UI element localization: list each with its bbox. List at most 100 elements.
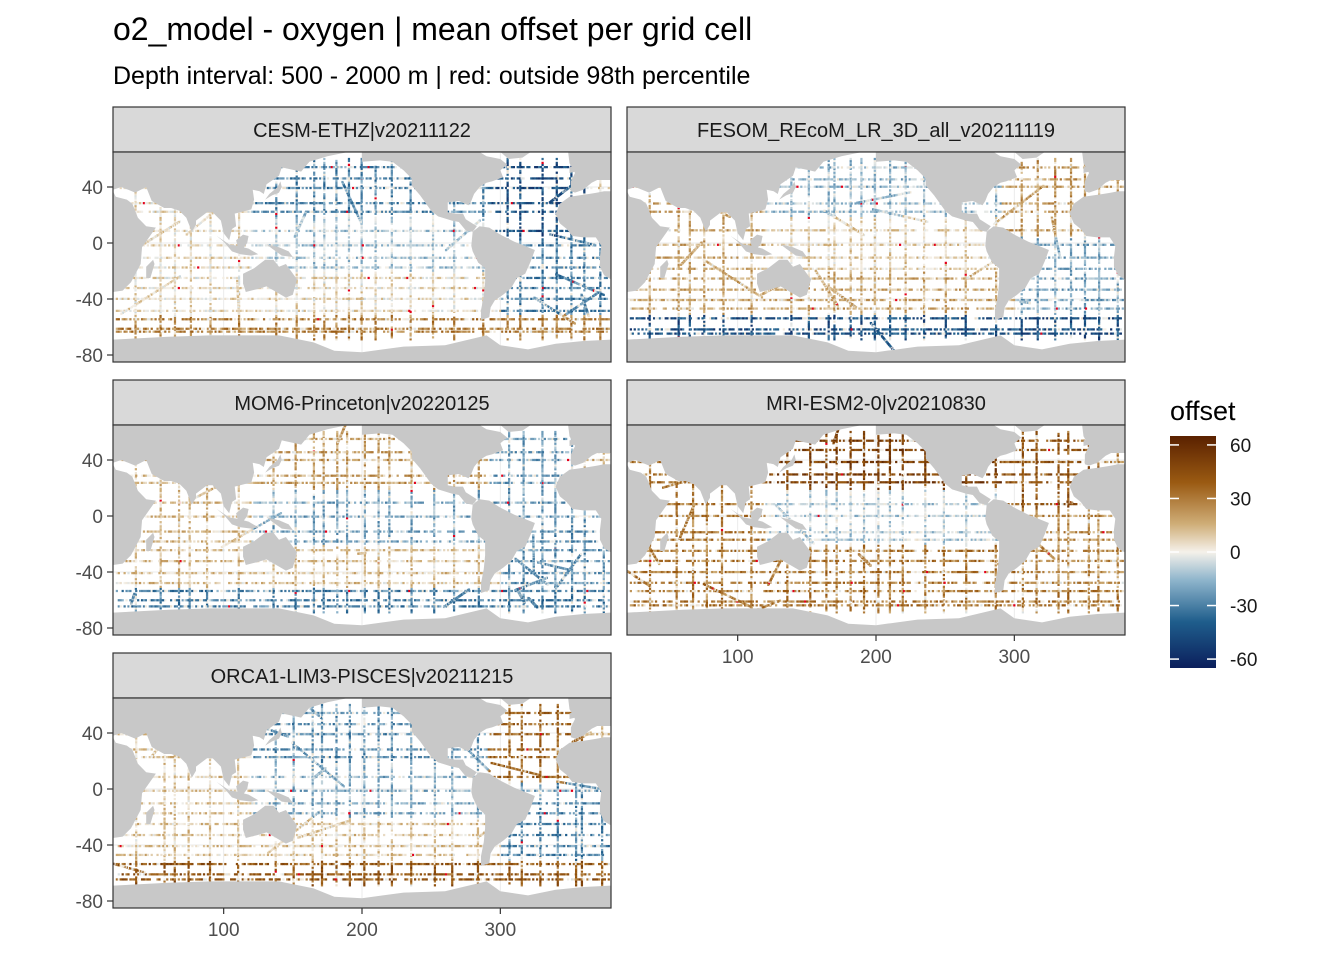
offset-cell xyxy=(373,328,375,330)
offset-cell xyxy=(468,257,470,259)
offset-cell xyxy=(455,257,457,259)
offset-cell xyxy=(409,295,411,297)
offset-cell xyxy=(333,328,335,330)
offset-cell xyxy=(470,211,472,213)
offset-cell xyxy=(275,242,277,244)
offset-cell xyxy=(275,236,277,238)
offset-cell xyxy=(335,293,337,295)
offset-cell xyxy=(507,207,509,209)
offset-cell xyxy=(337,277,339,279)
offset-cell xyxy=(474,310,476,312)
offset-cell xyxy=(402,328,404,330)
offset-cell xyxy=(255,257,257,259)
offset-cell xyxy=(507,183,509,185)
offset-cell xyxy=(583,313,585,315)
offset-cell xyxy=(581,244,583,246)
offset-cell xyxy=(519,219,521,221)
offset-cell xyxy=(190,321,192,323)
offset-cell xyxy=(519,301,521,303)
offset-cell xyxy=(159,226,161,228)
offset-cell xyxy=(451,277,453,279)
offset-cell xyxy=(451,257,453,259)
offset-cell xyxy=(374,315,376,317)
offset-cell xyxy=(556,291,558,293)
offset-cell xyxy=(482,283,484,285)
offset-cell xyxy=(432,324,434,326)
offset-cell xyxy=(526,310,528,312)
offset-cell xyxy=(209,250,211,252)
offset-cell xyxy=(561,266,563,268)
offset-cell xyxy=(433,266,435,268)
offset-cell xyxy=(517,187,519,189)
offset-cell xyxy=(159,262,161,264)
offset-cell xyxy=(131,328,133,330)
map-area xyxy=(113,152,611,362)
offset-cell xyxy=(410,287,412,289)
offset-cell xyxy=(182,298,184,300)
offset-cell xyxy=(361,307,363,309)
offset-cell xyxy=(460,298,462,300)
offset-cell xyxy=(482,274,484,276)
offset-cell xyxy=(190,274,192,276)
offset-cell xyxy=(190,291,192,293)
offset-cell xyxy=(583,257,585,259)
offset-cell xyxy=(228,318,230,320)
offset-cell xyxy=(414,230,416,232)
offset-cell xyxy=(269,230,271,232)
offset-cell xyxy=(374,223,376,225)
offset-cell xyxy=(215,298,217,300)
offset-cell xyxy=(199,257,201,259)
offset-cell xyxy=(352,266,354,268)
offset-cell xyxy=(319,177,321,179)
offset-cell xyxy=(296,191,298,193)
offset-cell xyxy=(156,230,158,232)
offset-cell xyxy=(230,318,232,320)
offset-cell xyxy=(374,338,376,340)
offset-cell xyxy=(464,318,466,320)
offset-cell xyxy=(215,310,217,312)
offset-cell xyxy=(430,310,432,312)
offset-cell xyxy=(449,230,451,232)
offset-cell xyxy=(350,328,352,330)
offset-cell xyxy=(474,211,476,213)
offset-cell xyxy=(296,324,298,326)
offset-cell xyxy=(553,318,555,320)
offset-cell xyxy=(205,287,207,289)
offset-cell xyxy=(296,270,298,272)
offset-cell xyxy=(495,318,497,320)
offset-cell xyxy=(414,277,416,279)
offset-cell xyxy=(323,293,325,295)
offset-cell xyxy=(470,298,472,300)
offset-cell xyxy=(323,195,325,197)
offset-cell xyxy=(391,318,393,320)
offset-cell xyxy=(337,187,339,189)
offset-cell xyxy=(159,215,161,217)
offset-cell xyxy=(385,187,387,189)
offset-cell xyxy=(402,244,404,246)
offset-cell xyxy=(354,244,356,246)
offset-cell xyxy=(526,230,528,232)
offset-cell xyxy=(155,266,157,268)
offset-cell xyxy=(195,277,197,279)
offset-cell xyxy=(174,270,176,272)
offset-cell xyxy=(335,174,337,176)
offset-cell xyxy=(323,183,325,185)
offset-cell xyxy=(604,298,606,300)
offset-cell xyxy=(375,211,377,213)
offset-cell xyxy=(323,328,325,330)
offset-cell xyxy=(306,166,308,168)
offset-cell xyxy=(189,310,191,312)
offset-cell xyxy=(437,277,439,279)
offset-cell xyxy=(552,257,554,259)
offset-cell xyxy=(321,328,323,330)
offset-cell xyxy=(313,317,315,319)
offset-cell xyxy=(147,328,149,330)
offset-cell xyxy=(391,272,393,274)
offset-cell xyxy=(342,287,344,289)
offset-cell xyxy=(190,328,192,330)
offset-cell xyxy=(209,323,211,325)
offset-cell xyxy=(399,244,401,246)
offset-cell xyxy=(391,195,393,197)
offset-cell xyxy=(399,187,401,189)
offset-cell xyxy=(538,310,540,312)
